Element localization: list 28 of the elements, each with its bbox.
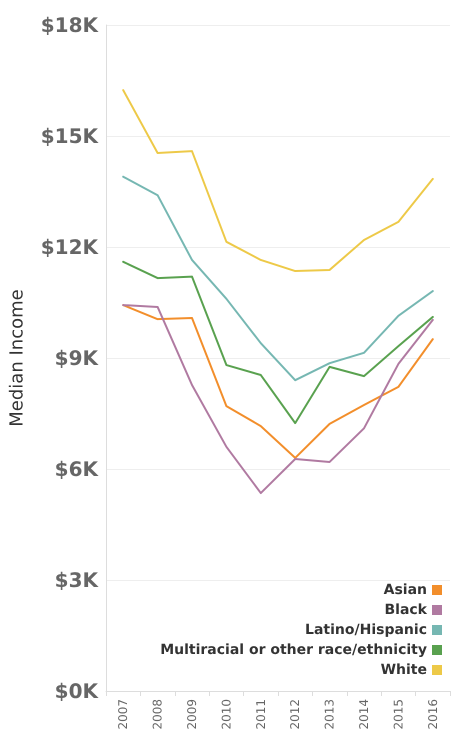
x-tick-label: 2007: [116, 699, 130, 730]
x-tick-label: 2009: [185, 699, 199, 730]
x-tick-label: 2015: [391, 699, 406, 730]
line-series: [122, 89, 434, 272]
x-tick-label: 2011: [254, 699, 268, 730]
line-series: [122, 304, 434, 459]
line-series: [122, 176, 434, 382]
line-series: [122, 304, 434, 494]
legend-label: White: [380, 662, 427, 678]
y-tick-label: $3K: [54, 568, 100, 592]
x-tick-label: 2012: [288, 699, 302, 730]
x-tick-label: 2014: [357, 699, 371, 730]
legend-label: Asian: [384, 582, 427, 598]
x-tick-label: 2008: [150, 699, 165, 730]
x-tick-label: 2016: [426, 699, 440, 730]
y-tick-label: $9K: [54, 346, 100, 370]
x-tick-label: 2010: [219, 699, 234, 730]
y-tick-label: $18K: [40, 13, 100, 37]
legend-label: Latino/Hispanic: [305, 622, 427, 638]
y-tick-label: $0K: [54, 679, 100, 703]
legend-label: Black: [384, 602, 428, 618]
x-tick-label: 2013: [322, 699, 337, 730]
y-axis-title: Median Income: [6, 289, 28, 427]
y-tick-label: $6K: [54, 457, 100, 481]
y-tick-label: $15K: [40, 124, 100, 148]
line-series: [122, 260, 434, 424]
legend-label: Multiracial or other race/ethnicity: [160, 642, 427, 658]
y-tick-label: $12K: [40, 235, 100, 259]
